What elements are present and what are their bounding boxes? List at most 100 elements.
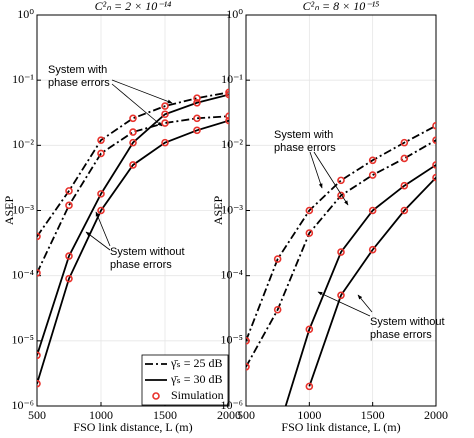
- simulation-marker: [368, 171, 377, 179]
- annotation-arrow: [95, 211, 111, 247]
- simulation-marker: [432, 161, 436, 169]
- simulation-marker: [97, 190, 105, 198]
- y-tick-label: 10⁻²: [221, 137, 243, 151]
- x-tick-label: 1000: [297, 408, 321, 422]
- y-tick-label: 10⁻⁵: [11, 333, 34, 347]
- simulation-marker: [273, 305, 282, 314]
- simulation-marker: [97, 149, 105, 158]
- simulation-marker: [305, 206, 314, 215]
- simulation-marker: [246, 362, 250, 371]
- y-tick-label: 10⁻⁶: [11, 398, 34, 412]
- plot-series: [37, 88, 229, 388]
- annotation-arrow: [317, 291, 371, 317]
- plot-frame: [245, 14, 437, 407]
- simulation-marker: [97, 206, 105, 215]
- simulation-marker: [305, 229, 314, 237]
- y-tick-label: 10⁻¹: [221, 72, 243, 86]
- annotation: System without: [370, 316, 445, 328]
- simulation-marker: [368, 156, 377, 165]
- x-axis-label: FSO link distance, L (m): [73, 420, 192, 434]
- simulation-marker: [432, 173, 436, 182]
- simulation-marker: [129, 161, 137, 169]
- simulation-marker: [400, 138, 409, 147]
- simulation-marker: [193, 94, 201, 102]
- simulation-marker: [305, 382, 314, 391]
- series-line: [37, 93, 229, 356]
- simulation-marker: [37, 351, 41, 360]
- annotation-arrow: [111, 79, 173, 104]
- annotation-arrow: [357, 294, 373, 313]
- legend-marker: [152, 392, 160, 400]
- y-axis-label: ASEP: [2, 196, 16, 226]
- annotation: System with: [48, 64, 107, 76]
- y-tick-label: 10⁻⁴: [220, 267, 243, 281]
- x-tick-label: 500: [28, 408, 46, 422]
- annotation: phase errors: [48, 77, 110, 89]
- x-tick-label: 500: [237, 408, 255, 422]
- y-tick-label: 10⁻²: [12, 137, 34, 151]
- y-tick-label: 10⁻¹: [12, 72, 34, 86]
- simulation-marker: [129, 114, 137, 123]
- legend-label: γ̄ₛ = 25 dB: [170, 356, 223, 370]
- simulation-marker: [225, 116, 229, 125]
- simulation-marker: [193, 114, 201, 123]
- y-tick-label: 10⁻³: [221, 202, 243, 216]
- annotation: System with: [274, 129, 333, 141]
- simulation-marker: [37, 232, 41, 241]
- simulation-marker: [305, 325, 314, 334]
- simulation-marker: [337, 291, 345, 300]
- y-tick-label: 10⁰: [226, 7, 243, 21]
- series-line: [308, 176, 436, 387]
- y-tick-label: 10⁰: [17, 7, 34, 21]
- simulation-marker: [161, 102, 169, 110]
- simulation-marker: [129, 138, 137, 147]
- simulation-marker: [246, 337, 250, 345]
- annotation-arrow: [85, 231, 111, 251]
- legend-label: γ̄ₛ = 30 dB: [170, 372, 223, 386]
- x-axis-label: FSO link distance, L (m): [281, 420, 400, 434]
- simulation-marker: [368, 206, 377, 215]
- annotation-arrow: [313, 151, 349, 206]
- simulation-marker: [337, 176, 345, 185]
- simulation-marker: [337, 191, 345, 200]
- simulation-marker: [400, 181, 409, 190]
- series-line: [246, 139, 436, 368]
- y-tick-label: 10⁻³: [12, 202, 34, 216]
- simulation-marker: [65, 187, 73, 195]
- simulation-marker: [193, 126, 201, 135]
- chart-title: C²ₙ = 2 × 10⁻¹⁴: [95, 0, 172, 13]
- simulation-marker: [225, 90, 229, 99]
- y-axis-label: ASEP: [211, 196, 225, 226]
- simulation-marker: [400, 206, 409, 215]
- simulation-marker: [37, 379, 41, 388]
- simulation-marker: [400, 154, 409, 163]
- series-line: [37, 91, 229, 237]
- simulation-marker: [273, 255, 282, 263]
- x-tick-label: 1000: [89, 408, 113, 422]
- simulation-marker: [129, 128, 137, 136]
- chart-title: C²ₙ = 8 × 10⁻¹⁵: [303, 0, 380, 13]
- simulation-marker: [97, 136, 105, 144]
- series-line: [37, 119, 229, 384]
- plot-series: [246, 121, 436, 435]
- annotation: phase errors: [274, 142, 336, 154]
- simulation-marker: [432, 136, 436, 144]
- x-tick-label: 2000: [424, 408, 448, 422]
- simulation-marker: [368, 245, 377, 254]
- annotation: phase errors: [370, 329, 432, 341]
- simulation-marker: [275, 429, 281, 435]
- y-tick-label: 10⁻⁴: [11, 267, 34, 281]
- legend-label: Simulation: [171, 388, 224, 402]
- simulation-marker: [193, 98, 201, 107]
- simulation-marker: [161, 110, 169, 119]
- x-tick-label: 2000: [217, 408, 241, 422]
- simulation-marker: [225, 112, 229, 120]
- y-tick-label: 10⁻⁶: [220, 398, 243, 412]
- simulation-marker: [432, 121, 436, 130]
- annotation: System without: [110, 246, 185, 258]
- simulation-marker: [65, 252, 73, 260]
- series-line: [284, 164, 436, 406]
- y-tick-label: 10⁻⁵: [220, 333, 243, 347]
- simulation-marker: [161, 138, 169, 147]
